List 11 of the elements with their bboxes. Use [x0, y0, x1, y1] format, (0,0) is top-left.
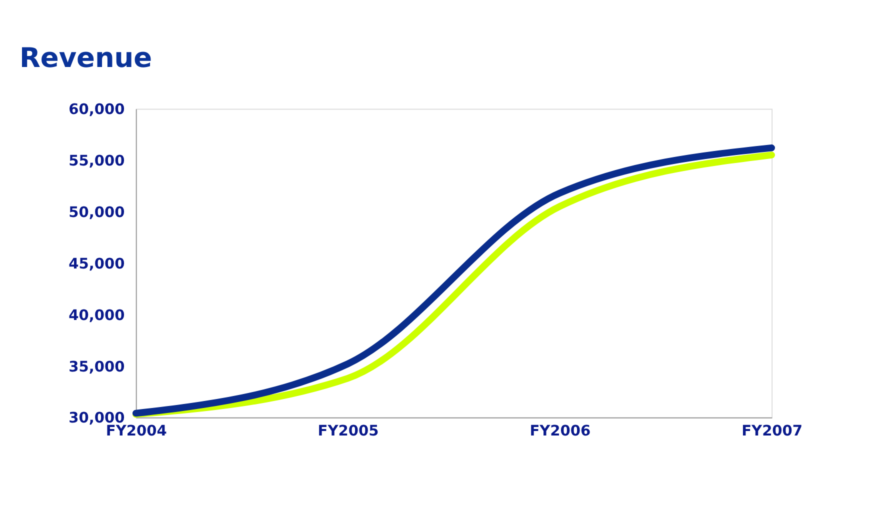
y-tick-label: 55,000	[68, 152, 125, 170]
y-tick-label: 40,000	[68, 306, 125, 324]
y-tick-label: 45,000	[68, 255, 125, 272]
y-tick-label: 50,000	[68, 204, 125, 221]
chart-title: Revenue	[20, 43, 152, 74]
x-tick-label: FY2005	[318, 422, 379, 440]
x-tick-label: FY2006	[530, 422, 591, 440]
x-tick-label: FY2007	[742, 422, 803, 440]
y-tick-label: 60,000	[68, 101, 125, 118]
y-tick-label: 35,000	[68, 358, 125, 376]
x-tick-label: FY2004	[106, 422, 167, 440]
